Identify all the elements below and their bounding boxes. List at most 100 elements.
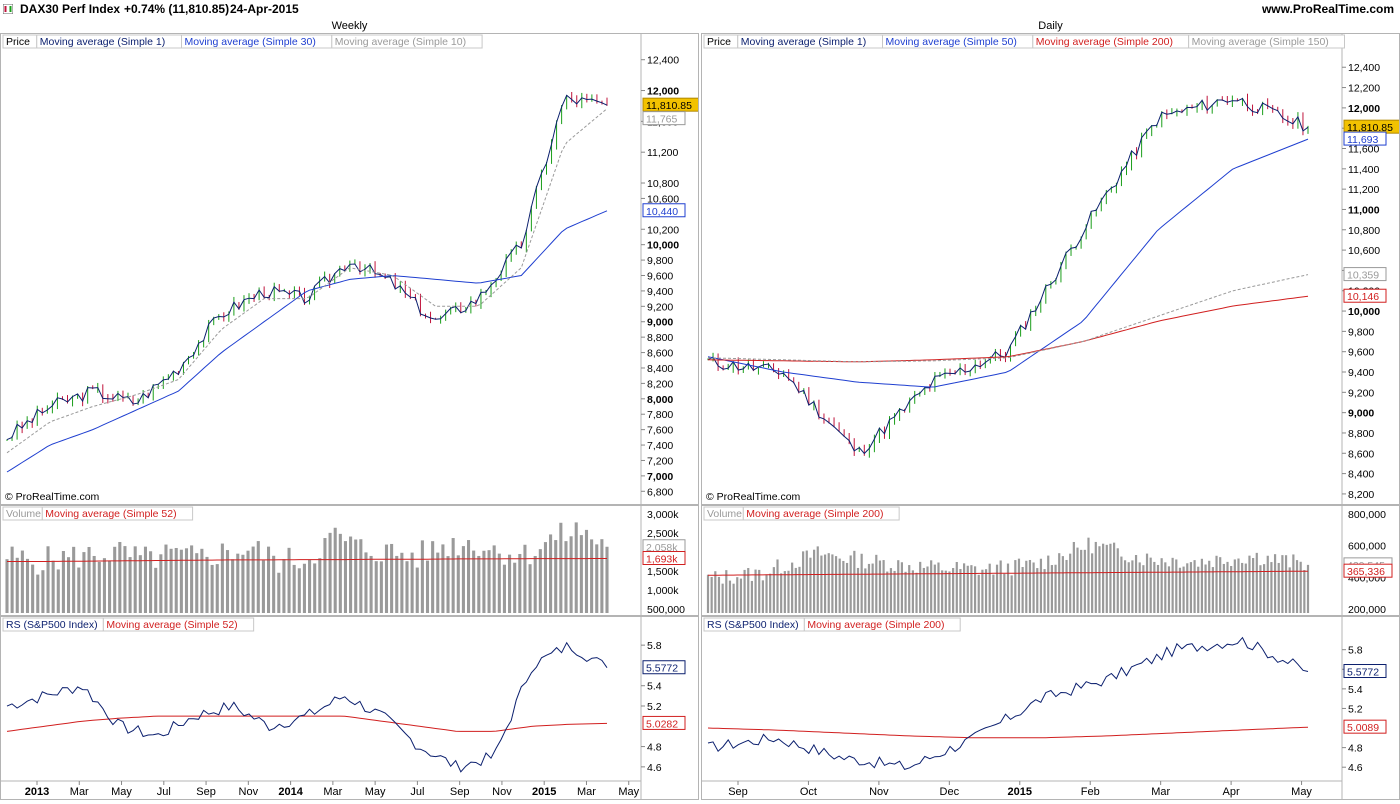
d-volume-bar xyxy=(816,546,819,613)
chart-date: 24-Apr-2015 xyxy=(230,2,299,16)
d-volume-bar xyxy=(831,554,834,613)
d-legend-2: Moving average (Simple 50) xyxy=(886,36,1017,48)
d-volume-bar xyxy=(853,550,856,613)
w-rs-legend-box-1 xyxy=(102,617,255,632)
d-volume-bar xyxy=(820,555,823,613)
d-volume-ma xyxy=(708,570,1308,576)
w-volume-bar xyxy=(349,536,353,613)
d-volume-bar xyxy=(1167,566,1171,613)
w-volume-bar xyxy=(436,552,440,613)
w-volume-bar xyxy=(574,522,578,613)
d-volume-bar xyxy=(1054,564,1057,613)
d-volume-bar xyxy=(1259,565,1262,613)
d-volume-bar xyxy=(959,568,962,613)
daily-rs-panel[interactable]: RS (S&P500 Index) Moving average (Simple … xyxy=(701,616,1400,800)
w-volume-bar xyxy=(323,538,327,613)
w-rs-legend-0: RS (S&P500 Index) xyxy=(6,619,98,631)
d-volume-bar xyxy=(739,578,743,613)
w-volume-bar xyxy=(251,546,255,613)
w-tick-3: 11,200 xyxy=(647,147,678,159)
d-volume-bar xyxy=(1123,560,1127,613)
d-volume-bar xyxy=(1237,558,1240,613)
d-tick-0: 12,400 xyxy=(1348,62,1380,74)
d-volume-bar xyxy=(1080,549,1083,613)
w-volume-bar xyxy=(87,546,91,613)
w-volume-bar xyxy=(143,546,147,613)
w-vol-legend-0: Volume xyxy=(6,508,41,520)
d-volume-bar xyxy=(966,565,969,613)
w-volume-bar xyxy=(36,574,40,613)
w-vol-tick-1: 2,500k xyxy=(647,528,679,540)
w-x-label-7: Mar xyxy=(323,786,342,798)
d-vol-tick-3: 200,000 xyxy=(1348,604,1386,615)
w-x-label-2: May xyxy=(111,786,132,798)
weekly-volume-chart: Volume Moving average (Simple 52) 3,000k 2,… xyxy=(2,506,686,616)
weekly-volume-panel[interactable]: Volume Moving average (Simple 52) 3,000k 2,… xyxy=(0,505,699,616)
d-legend-0: Price xyxy=(707,36,731,48)
d-volume-bar xyxy=(1039,558,1043,613)
w-volume-bar xyxy=(533,556,537,613)
w-volume-bar xyxy=(292,564,296,613)
d-volume-bar xyxy=(1160,558,1163,613)
weekly-rs-panel[interactable]: RS (S&P500 Index) Moving average (Simple … xyxy=(0,616,699,800)
w-volume-bar xyxy=(333,527,337,613)
d-tick-13: 9,800 xyxy=(1348,326,1374,338)
w-volume-bar xyxy=(343,541,347,613)
daily-price-panel[interactable]: Price Moving average (Simple 1) Moving ave… xyxy=(701,33,1400,505)
d-x-label-7: Apr xyxy=(1223,786,1240,798)
website-link[interactable]: www.ProRealTime.com xyxy=(1261,2,1394,16)
w-volume-bar xyxy=(77,567,81,613)
d-volume-bar xyxy=(1069,553,1072,613)
w-vol-legend-box-1 xyxy=(41,506,194,521)
d-volume-bar xyxy=(1105,544,1108,613)
w-volume-bar xyxy=(308,559,312,613)
d-rs-tick-3: 5.2 xyxy=(1348,703,1363,715)
d-series-0 xyxy=(707,97,1309,455)
d-volume-bar xyxy=(981,569,984,613)
d-volume-bar xyxy=(1021,567,1024,613)
w-volume-bar xyxy=(20,550,24,613)
d-volume-bar xyxy=(944,570,947,613)
d-volume-bar xyxy=(842,560,845,613)
d-rs-tick-2: 5.4 xyxy=(1348,684,1363,696)
d-volume-bar xyxy=(1200,558,1203,613)
w-volume-bar xyxy=(420,540,424,613)
w-rs-label-1-box xyxy=(642,715,686,730)
d-vol-label-1: 365,336 xyxy=(1347,566,1385,578)
w-volume-bar xyxy=(72,546,76,613)
price-change: +0.74% (11,810.85) xyxy=(124,2,230,16)
w-ma-label-1: 10,440 xyxy=(646,206,678,218)
d-volume-bar xyxy=(1153,561,1156,613)
w-volume-bar xyxy=(200,548,204,613)
w-volume-bar xyxy=(10,546,14,613)
d-volume-bar xyxy=(769,573,772,613)
w-volume-bar xyxy=(41,570,45,613)
weekly-price-panel[interactable]: Price Moving average (Simple 1) Moving ave… xyxy=(0,33,704,505)
d-volume-bar xyxy=(1233,559,1236,613)
w-current-label: 11,810.85 xyxy=(646,100,692,112)
d-volume-bar xyxy=(1028,559,1032,613)
w-volume-bar xyxy=(590,539,594,613)
w-volume-bar xyxy=(497,553,501,613)
w-rs-label-0: 5.5772 xyxy=(646,663,678,675)
d-volume-bar xyxy=(1266,555,1269,613)
d-x-label-1: Oct xyxy=(800,786,817,798)
d-volume-bar xyxy=(984,569,988,613)
d-volume-bar xyxy=(955,561,958,613)
d-volume-bar xyxy=(1219,557,1222,613)
d-tick-14: 9,600 xyxy=(1348,347,1374,359)
w-volume-bar xyxy=(241,554,245,613)
d-tick-15: 9,400 xyxy=(1348,367,1374,379)
top-bar: DAX30 Perf Index +0.74% (11,810.85) 24-A… xyxy=(0,0,1400,18)
w-volume-bar xyxy=(190,545,194,613)
daily-volume-panel[interactable]: Volume Moving average (Simple 200) 800,000… xyxy=(701,505,1400,616)
d-volume-bar xyxy=(933,564,936,613)
d-volume-bar xyxy=(732,583,735,613)
d-vol-legend-box-1 xyxy=(742,506,900,521)
d-volume-bar xyxy=(1113,542,1116,613)
w-tick-9: 9,600 xyxy=(647,271,673,283)
w-volume-bar xyxy=(210,564,214,613)
w-rs-line xyxy=(6,641,608,773)
d-volume-bar xyxy=(1120,556,1123,613)
d-volume-bar xyxy=(1193,560,1196,613)
